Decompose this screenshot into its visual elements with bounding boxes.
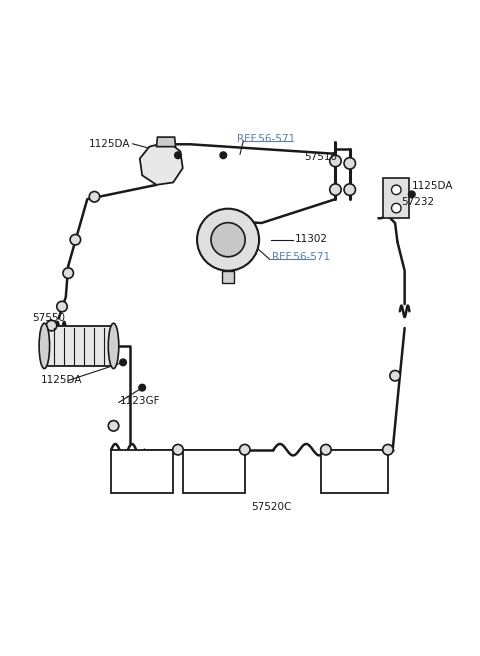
Circle shape	[383, 445, 393, 455]
Circle shape	[408, 191, 415, 197]
Circle shape	[70, 234, 81, 245]
Circle shape	[175, 152, 181, 159]
Circle shape	[392, 203, 401, 213]
Ellipse shape	[39, 323, 49, 369]
Ellipse shape	[108, 323, 119, 369]
Text: 11302: 11302	[295, 234, 328, 244]
Circle shape	[120, 359, 126, 365]
Text: 1125DA: 1125DA	[89, 139, 130, 149]
Circle shape	[390, 371, 400, 381]
Bar	[383, 178, 409, 218]
Text: 1123GF: 1123GF	[120, 396, 160, 406]
Circle shape	[344, 184, 356, 195]
Bar	[44, 325, 114, 366]
Text: REF.56-571: REF.56-571	[237, 134, 295, 144]
Circle shape	[46, 320, 57, 331]
Circle shape	[63, 268, 73, 278]
Text: 57520C: 57520C	[251, 502, 291, 512]
Bar	[183, 450, 245, 493]
Polygon shape	[140, 142, 183, 185]
Text: 57550: 57550	[33, 314, 65, 323]
Circle shape	[57, 301, 67, 312]
Circle shape	[89, 192, 100, 202]
Polygon shape	[156, 137, 176, 147]
Bar	[222, 271, 234, 283]
Circle shape	[240, 445, 250, 455]
Text: REF.56-571: REF.56-571	[273, 253, 331, 262]
Bar	[321, 450, 388, 493]
Text: 57510: 57510	[304, 152, 337, 162]
Text: 57232: 57232	[401, 197, 434, 207]
Circle shape	[330, 155, 341, 167]
Circle shape	[173, 445, 183, 455]
Circle shape	[330, 184, 341, 195]
Circle shape	[108, 420, 119, 431]
Circle shape	[344, 157, 356, 169]
Circle shape	[211, 222, 245, 256]
Bar	[111, 450, 173, 493]
Text: 1125DA: 1125DA	[40, 375, 82, 386]
Circle shape	[392, 185, 401, 195]
Circle shape	[197, 209, 259, 271]
Circle shape	[139, 384, 145, 391]
Circle shape	[321, 445, 331, 455]
Text: 1125DA: 1125DA	[412, 181, 453, 192]
Circle shape	[220, 152, 227, 159]
